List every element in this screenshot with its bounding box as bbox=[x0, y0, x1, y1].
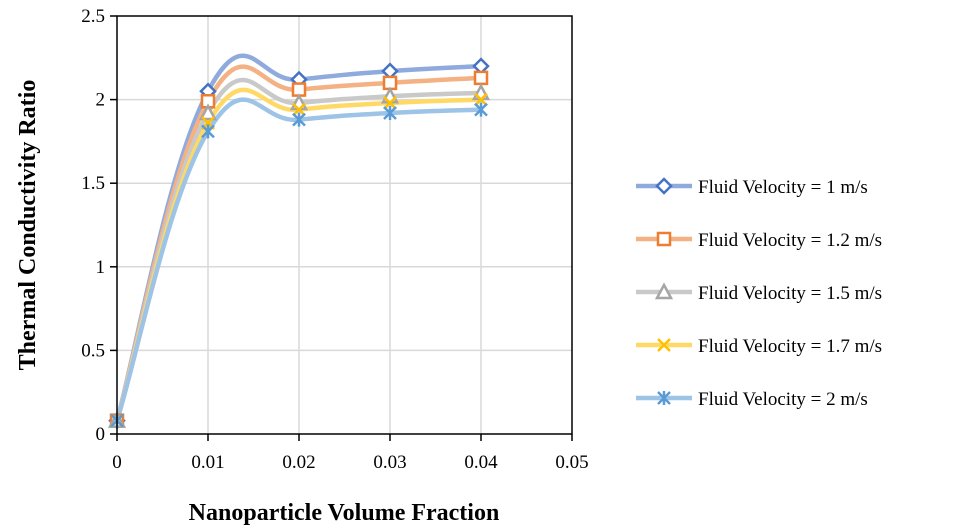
x-tick-label: 0.02 bbox=[282, 452, 315, 473]
x-tick-label: 0.04 bbox=[464, 452, 498, 473]
x-tick-label: 0.03 bbox=[373, 452, 406, 473]
data-point-series-3 bbox=[471, 83, 491, 101]
data-point-series-5 bbox=[292, 112, 306, 127]
legend-label: Fluid Velocity = 1.2 m/s bbox=[698, 230, 882, 251]
x-tick-label: 0.01 bbox=[191, 452, 224, 473]
data-point-series-2 bbox=[473, 70, 489, 86]
legend-marker bbox=[657, 391, 671, 405]
x-tick-label: 0.05 bbox=[555, 452, 588, 473]
legend-item: Fluid Velocity = 1.7 m/s bbox=[636, 336, 882, 357]
legend-marker bbox=[656, 231, 672, 247]
y-tick-label: 0 bbox=[96, 424, 106, 445]
legend-label: Fluid Velocity = 1.7 m/s bbox=[698, 336, 882, 357]
gridlines bbox=[117, 16, 572, 434]
series-lines bbox=[114, 53, 484, 423]
legend-marker bbox=[655, 177, 673, 195]
y-tick-label: 2.5 bbox=[81, 6, 105, 27]
data-point-series-5 bbox=[474, 102, 488, 117]
x-tick-label: 0 bbox=[112, 452, 122, 473]
data-point-series-3 bbox=[289, 93, 309, 111]
legend-marker bbox=[657, 338, 671, 352]
legend-item: Fluid Velocity = 1.2 m/s bbox=[636, 230, 882, 251]
plot-border bbox=[116, 15, 573, 435]
series-markers bbox=[107, 57, 491, 430]
x-tick-labels: 0 0.01 0.02 0.03 0.04 0.05 bbox=[112, 452, 588, 473]
data-point-series-3 bbox=[198, 103, 218, 121]
legend-label: Fluid Velocity = 2 m/s bbox=[698, 389, 868, 410]
legend-marker bbox=[654, 282, 674, 300]
y-tick-labels: 0 0.5 1 1.5 2 2.5 bbox=[81, 6, 105, 445]
legend-label: Fluid Velocity = 1 m/s bbox=[698, 177, 868, 198]
y-axis-title: Thermal Conductivity Ratio bbox=[15, 80, 41, 371]
y-tick-label: 0.5 bbox=[81, 340, 105, 361]
y-tick-label: 1 bbox=[96, 257, 106, 278]
data-point-series-4 bbox=[383, 96, 397, 110]
y-tick-label: 2 bbox=[96, 90, 106, 111]
data-point-series-3 bbox=[380, 86, 400, 104]
legend-item: Fluid Velocity = 2 m/s bbox=[636, 389, 868, 410]
legend: Fluid Velocity = 1 m/s Fluid Velocity = 1… bbox=[636, 177, 882, 410]
legend-item: Fluid Velocity = 1 m/s bbox=[636, 177, 868, 198]
data-point-series-4 bbox=[292, 102, 306, 117]
x-axis-title: Nanoparticle Volume Fraction bbox=[189, 500, 500, 526]
legend-label: Fluid Velocity = 1.5 m/s bbox=[698, 283, 882, 304]
data-point-series-5 bbox=[201, 124, 215, 139]
plot-area-frame bbox=[110, 15, 573, 441]
data-point-series-4 bbox=[474, 92, 488, 107]
series-line-5 bbox=[114, 97, 484, 423]
data-point-series-5 bbox=[383, 105, 397, 120]
y-tick-label: 1.5 bbox=[81, 173, 105, 194]
legend-item: Fluid Velocity = 1.5 m/s bbox=[636, 282, 882, 304]
